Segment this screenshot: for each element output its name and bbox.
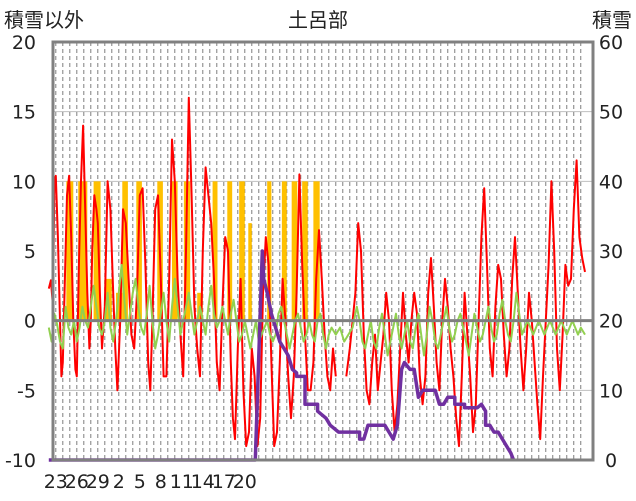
left-tick-label: 15 bbox=[12, 102, 36, 124]
left-tick-label: 0 bbox=[24, 311, 36, 333]
x-tick-label: 11 bbox=[170, 471, 194, 493]
right-tick-label: 40 bbox=[599, 171, 623, 193]
temperature-series-line bbox=[47, 96, 337, 448]
x-tick-label: 26 bbox=[65, 471, 89, 493]
sunshine-bar bbox=[281, 181, 287, 321]
left-tick-label: 5 bbox=[24, 241, 36, 263]
x-tick-label: 5 bbox=[134, 471, 146, 493]
wind-series-line bbox=[47, 263, 586, 357]
left-tick-label: -10 bbox=[5, 450, 36, 472]
sunshine-bar bbox=[212, 181, 218, 321]
right-tick-label: 10 bbox=[599, 380, 623, 402]
sunshine-bar bbox=[267, 181, 272, 321]
left-tick-label: -5 bbox=[17, 380, 36, 402]
sunshine-bars bbox=[66, 181, 320, 321]
x-tick-label: 17 bbox=[212, 471, 236, 493]
right-tick-label: 0 bbox=[605, 450, 617, 472]
sunshine-bar bbox=[171, 181, 178, 321]
right-tick-label: 50 bbox=[599, 102, 623, 124]
left-tick-label: 20 bbox=[12, 32, 36, 54]
x-tick-label: 29 bbox=[86, 471, 110, 493]
gridlines bbox=[53, 41, 593, 461]
sunshine-bar bbox=[93, 181, 101, 321]
sunshine-bar bbox=[239, 181, 245, 321]
right-tick-label: 20 bbox=[599, 311, 623, 333]
sunshine-bar bbox=[183, 181, 191, 321]
sunshine-bar bbox=[227, 181, 233, 321]
sunshine-bar bbox=[115, 292, 123, 321]
x-tick-label: 23 bbox=[44, 471, 68, 493]
snow-series-line bbox=[48, 249, 516, 462]
plot-frame bbox=[51, 40, 595, 462]
x-tick-label: 20 bbox=[233, 471, 257, 493]
sunshine-bar bbox=[291, 181, 298, 321]
sunshine-bar bbox=[78, 181, 88, 321]
sunshine-bar bbox=[66, 181, 74, 321]
x-tick-label: 14 bbox=[191, 471, 215, 493]
left-tick-label: 10 bbox=[12, 171, 36, 193]
x-tick-label: 8 bbox=[155, 471, 167, 493]
sunshine-bar bbox=[302, 181, 308, 321]
sunshine-bar bbox=[313, 181, 320, 321]
left-axis-label: 積雪以外 bbox=[4, 8, 84, 32]
right-tick-label: 30 bbox=[599, 241, 623, 263]
x-tick-label: 2 bbox=[113, 471, 125, 493]
right-tick-label: 60 bbox=[599, 32, 623, 54]
sunshine-bar bbox=[248, 223, 252, 321]
sunshine-bar bbox=[122, 181, 128, 321]
right-axis-label: 積雪 bbox=[592, 8, 632, 32]
series-lines bbox=[47, 96, 586, 462]
chart-title: 土呂部 bbox=[288, 8, 348, 32]
